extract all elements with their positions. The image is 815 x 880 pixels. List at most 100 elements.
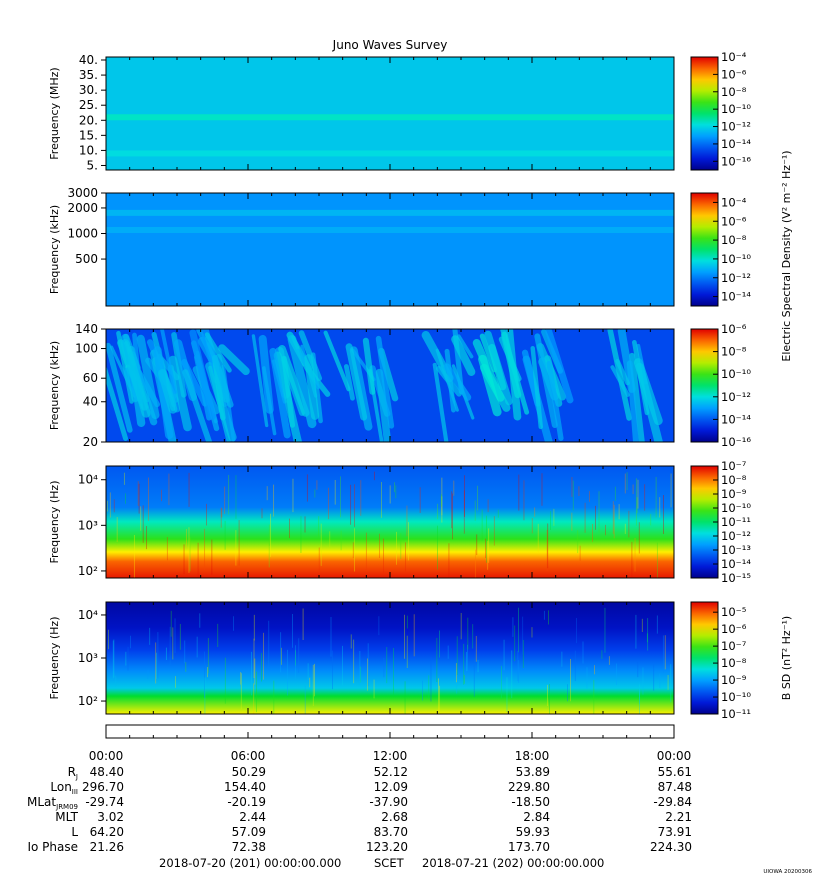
colorbar-tick-label: 10⁻⁸ <box>721 233 747 247</box>
colorbar-tick-label: 10⁻⁹ <box>721 487 747 501</box>
colorbar-tick-label: 10⁻⁴ <box>721 50 747 64</box>
time-tick-label: 18:00 <box>515 749 550 763</box>
radio-burst <box>629 352 645 442</box>
footer-end: 2018-07-21 (202) 00:00:00.000 <box>422 856 604 870</box>
radio-burst <box>205 334 234 408</box>
y-axis-label: Frequency (MHz) <box>48 67 61 159</box>
radio-burst <box>269 347 291 439</box>
spectrogram-2 <box>106 193 674 306</box>
radio-burst <box>443 363 472 401</box>
spectrogram-1 <box>106 57 674 170</box>
radio-burst <box>345 343 368 421</box>
radio-burst <box>157 369 178 414</box>
radio-burst <box>262 366 277 436</box>
y-tick-label: 10⁴ <box>78 473 98 487</box>
ephemeris-value: 296.70 <box>82 780 124 794</box>
colorbar-tick-label: 10⁻⁹ <box>721 673 747 687</box>
spectrum-fill <box>106 466 674 578</box>
time-tick-label: 00:00 <box>657 749 692 763</box>
radio-burst <box>278 345 310 417</box>
footer-start: 2018-07-20 (201) 00:00:00.000 <box>159 856 341 870</box>
radio-burst <box>444 348 456 413</box>
ephemeris-label: MLatJRM09 <box>27 795 78 811</box>
spectrogram-panels: 5.10.15.20.25.30.35.40. Frequency (MHz) 50… <box>48 53 675 715</box>
ephemeris-value: 2.84 <box>523 810 550 824</box>
spectrum-fill <box>106 602 674 714</box>
radio-burst <box>182 369 213 442</box>
y-tick-label: 500 <box>75 252 98 266</box>
footer-frame: SCET <box>374 856 405 870</box>
radio-burst <box>432 362 449 442</box>
radio-burst <box>189 329 216 421</box>
ephemeris-value: -37.90 <box>369 795 408 809</box>
radio-burst <box>343 364 355 401</box>
colorbar-tick-label: 10⁻¹⁰ <box>721 690 751 704</box>
ephemeris-label: LonIII <box>50 780 78 796</box>
colorbar-tick-label: 10⁻⁸ <box>721 345 747 359</box>
y-tick-label: 30. <box>79 83 98 97</box>
ephemeris-value: 12.09 <box>374 780 408 794</box>
colorbar-4: 10⁻⁷10⁻⁸10⁻⁹10⁻¹⁰10⁻¹¹10⁻¹²10⁻¹³10⁻¹⁴10⁻… <box>690 459 751 585</box>
y-axis-label: Frequency (Hz) <box>48 481 61 564</box>
radio-burst <box>610 365 630 397</box>
colorbar-3: 10⁻⁶ 10⁻⁸ 10⁻¹⁰ 10⁻¹² 10⁻¹⁴ 10⁻¹⁶ <box>690 322 751 449</box>
ephemeris-value: 2.44 <box>239 810 266 824</box>
colorbar-tick-label: 10⁻⁷ <box>721 459 747 473</box>
radio-burst <box>545 329 574 404</box>
radio-burst <box>484 330 513 406</box>
footer-stamp: UIOWA 20200306 <box>763 869 812 875</box>
ephemeris-value: 50.29 <box>232 765 266 779</box>
radio-burst <box>133 365 160 408</box>
colorbar-tick-label: 10⁻¹⁶ <box>721 435 751 449</box>
radio-burst <box>160 329 177 394</box>
colorbar-tick-label: 10⁻¹⁴ <box>721 557 751 571</box>
ephemeris-value: 3.02 <box>97 810 124 824</box>
radio-burst <box>375 368 392 442</box>
ephemeris-value: 72.38 <box>232 840 266 854</box>
ephemeris-value: 83.70 <box>374 825 408 839</box>
radio-burst <box>116 330 134 404</box>
y-tick-label: 15. <box>79 128 98 142</box>
radio-burst <box>546 360 564 441</box>
ephemeris-value: 229.80 <box>508 780 550 794</box>
y-tick-label: 10³ <box>78 651 98 665</box>
ephemeris-value: 59.93 <box>516 825 550 839</box>
ephemeris-value: 154.40 <box>224 780 266 794</box>
colorbar-5: 10⁻⁵ 10⁻⁶ 10⁻⁷ 10⁻⁸ 10⁻⁹ 10⁻¹⁰ 10⁻¹¹ <box>690 601 751 721</box>
colorbar-tick-label: 10⁻⁸ <box>721 473 747 487</box>
ephemeris-value: 57.09 <box>232 825 266 839</box>
colorbar-2: 10⁻⁴ 10⁻⁶ 10⁻⁸ 10⁻¹⁰ 10⁻¹² 10⁻¹⁴ <box>690 192 751 307</box>
colorbars: 10⁻⁴ 10⁻⁶ 10⁻⁸ 10⁻¹⁰ 10⁻¹² 10⁻¹⁴ 10⁻¹⁶ 10⁻⁴ 10⁻⁶… <box>690 50 751 721</box>
radio-burst <box>218 344 250 376</box>
colorbar-tick-label: 10⁻⁶ <box>721 622 747 636</box>
ephemeris-value: -18.50 <box>511 795 550 809</box>
colorbar-tick-label: 10⁻⁵ <box>721 605 747 619</box>
ephemeris-value: -29.84 <box>653 795 692 809</box>
radio-burst <box>106 342 133 433</box>
radio-burst <box>106 366 129 441</box>
y-tick-label: 40. <box>79 53 98 67</box>
radio-burst <box>120 339 151 418</box>
colorbar-tick-label: 10⁻¹² <box>721 390 751 404</box>
y-tick-label: 3000 <box>67 186 98 200</box>
ephemeris-label: MLT <box>55 810 78 824</box>
radio-burst <box>421 331 454 383</box>
radio-burst <box>530 345 543 430</box>
panel-3: 20 40 60 100 140 Frequency (kHz) <box>48 322 675 449</box>
colorbar-label-electric: Electric Spectral Density (V² m⁻² Hz⁻¹) <box>780 150 793 361</box>
radio-burst <box>181 359 209 407</box>
ephemeris-label: Io Phase <box>27 840 78 854</box>
y-axis-label: Frequency (Hz) <box>48 617 61 700</box>
ephemeris-label: RJ <box>68 765 78 781</box>
y-tick-label: 2000 <box>67 201 98 215</box>
ephemeris-value: 48.40 <box>90 765 124 779</box>
emission-band <box>106 226 674 233</box>
y-axis-label: Frequency (kHz) <box>48 341 61 430</box>
y-tick-label: 10⁴ <box>78 608 98 622</box>
colorbar-tick-label: 10⁻¹⁰ <box>721 252 751 266</box>
radio-burst <box>153 346 174 440</box>
colorbar-tick-label: 10⁻¹⁵ <box>721 571 751 585</box>
y-axis-label: Frequency (kHz) <box>48 205 61 294</box>
time-tick-label: 06:00 <box>231 749 266 763</box>
